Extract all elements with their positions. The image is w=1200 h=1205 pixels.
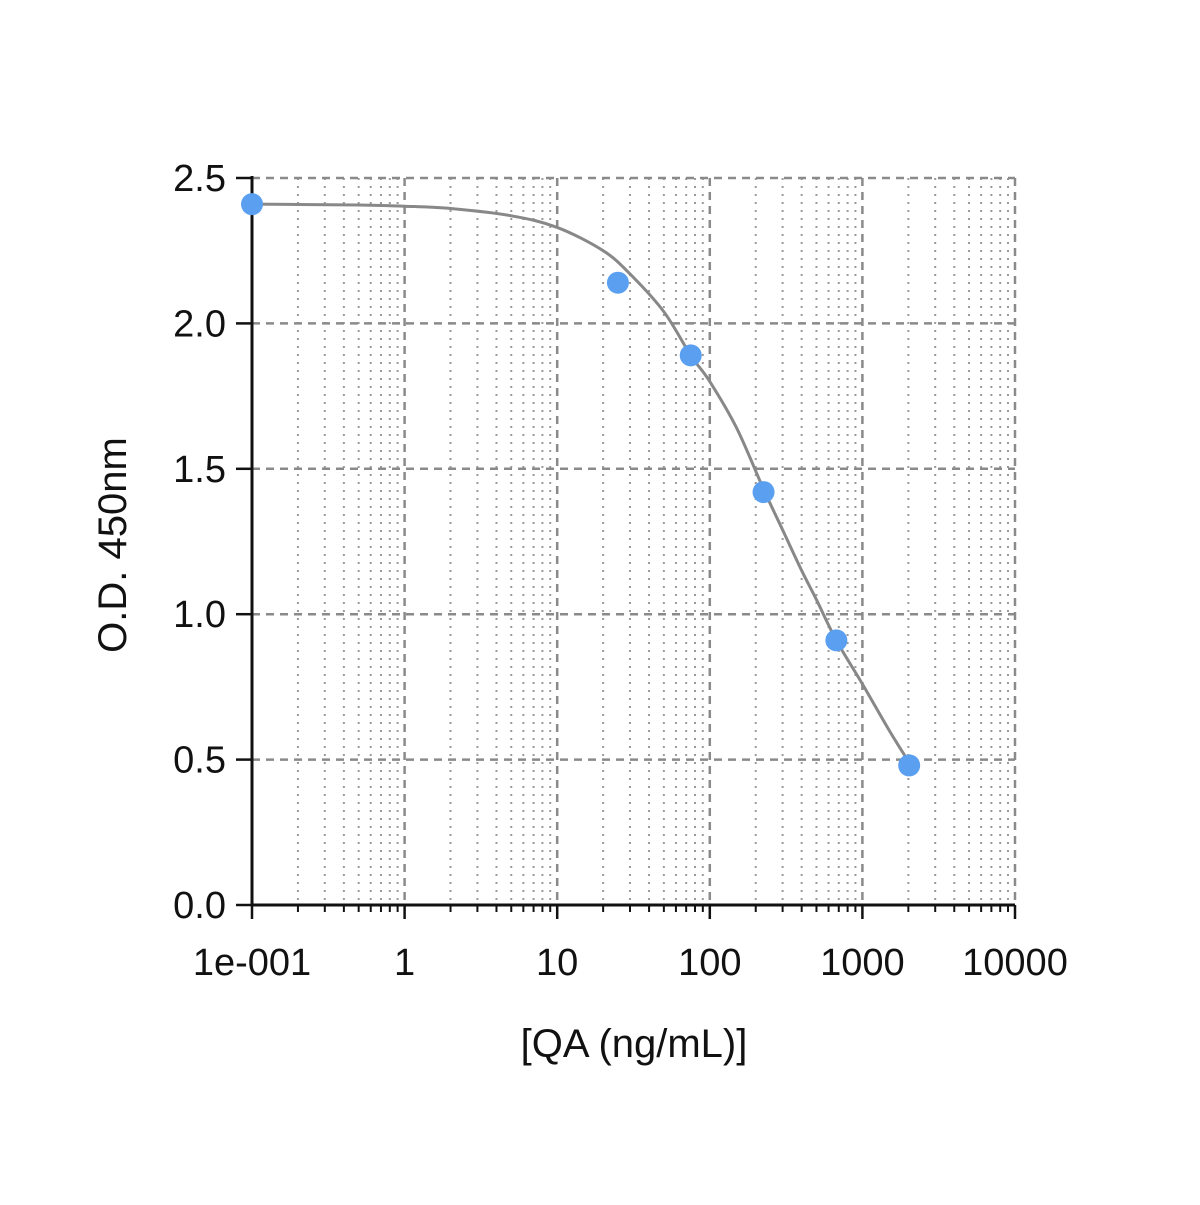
- y-tick-label: 1.5: [173, 449, 226, 491]
- minor-gridlines: [296, 178, 1010, 905]
- data-point: [752, 481, 775, 504]
- x-axis-title: [QA (ng/mL)]: [521, 1022, 748, 1066]
- major-gridlines: [252, 176, 1017, 905]
- fit-curve-layer: [251, 202, 911, 764]
- y-axis-title: O.D. 450nm: [91, 437, 135, 653]
- data-point: [606, 271, 629, 294]
- y-tick-label: 0.0: [173, 885, 226, 927]
- data-point: [898, 754, 921, 777]
- data-point: [241, 193, 263, 216]
- data-point: [679, 344, 702, 367]
- y-tick-label: 2.5: [173, 158, 226, 200]
- data-point: [825, 629, 848, 652]
- y-tick-label: 0.5: [173, 740, 226, 782]
- x-tick-label: 1e-001: [193, 942, 311, 984]
- fit-curve: [251, 202, 911, 764]
- tick-labels-layer: 1e-001 1 10 100 1000 10000 0.0 0.5 1.0 1.5 2.0 2.5: [173, 158, 1068, 984]
- x-tick-label: 1000: [820, 942, 905, 984]
- y-tick-label: 1.0: [173, 594, 226, 636]
- data-points-layer: [241, 193, 921, 777]
- x-tick-label: 100: [678, 942, 741, 984]
- x-tick-label: 10000: [962, 942, 1068, 984]
- y-tick-label: 2.0: [173, 303, 226, 345]
- axes: [236, 176, 1017, 919]
- x-tick-label: 10: [536, 942, 578, 984]
- x-tick-label: 1: [394, 942, 415, 984]
